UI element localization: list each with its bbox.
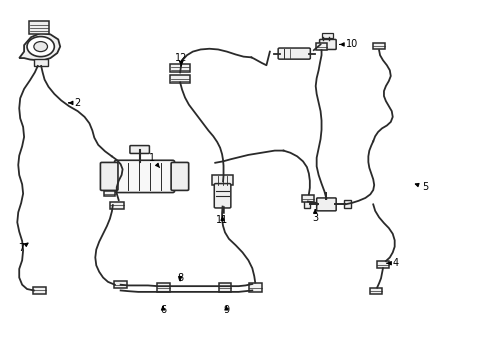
Circle shape [34,41,47,51]
FancyBboxPatch shape [33,287,46,294]
FancyBboxPatch shape [316,198,335,211]
FancyBboxPatch shape [114,160,174,193]
Text: 7: 7 [18,243,28,253]
Polygon shape [19,33,60,60]
Text: 2: 2 [69,98,81,108]
Text: 3: 3 [311,210,318,222]
Text: 5: 5 [414,182,427,192]
Circle shape [27,37,54,57]
FancyBboxPatch shape [34,59,48,66]
FancyBboxPatch shape [103,191,114,196]
FancyBboxPatch shape [321,33,332,38]
Text: 6: 6 [160,305,166,315]
Text: 11: 11 [216,215,228,225]
FancyBboxPatch shape [130,145,149,153]
Text: 4: 4 [386,258,398,268]
Text: 8: 8 [177,273,183,283]
FancyBboxPatch shape [157,283,169,292]
Text: 1: 1 [148,153,159,167]
FancyBboxPatch shape [372,42,385,49]
FancyBboxPatch shape [369,288,382,294]
Text: 9: 9 [223,305,229,315]
FancyBboxPatch shape [248,283,261,292]
FancyBboxPatch shape [301,195,314,202]
FancyBboxPatch shape [171,162,188,190]
FancyBboxPatch shape [344,201,350,208]
FancyBboxPatch shape [214,184,230,208]
FancyBboxPatch shape [315,43,327,50]
Text: 12: 12 [175,53,187,66]
FancyBboxPatch shape [376,261,388,268]
FancyBboxPatch shape [114,282,127,288]
FancyBboxPatch shape [303,201,310,208]
FancyBboxPatch shape [211,175,233,185]
FancyBboxPatch shape [110,202,123,209]
FancyBboxPatch shape [170,75,189,83]
Text: 10: 10 [339,40,357,49]
FancyBboxPatch shape [218,283,231,292]
FancyBboxPatch shape [170,64,189,72]
FancyBboxPatch shape [319,40,335,49]
FancyBboxPatch shape [100,162,118,190]
FancyBboxPatch shape [29,22,49,34]
FancyBboxPatch shape [278,48,310,59]
